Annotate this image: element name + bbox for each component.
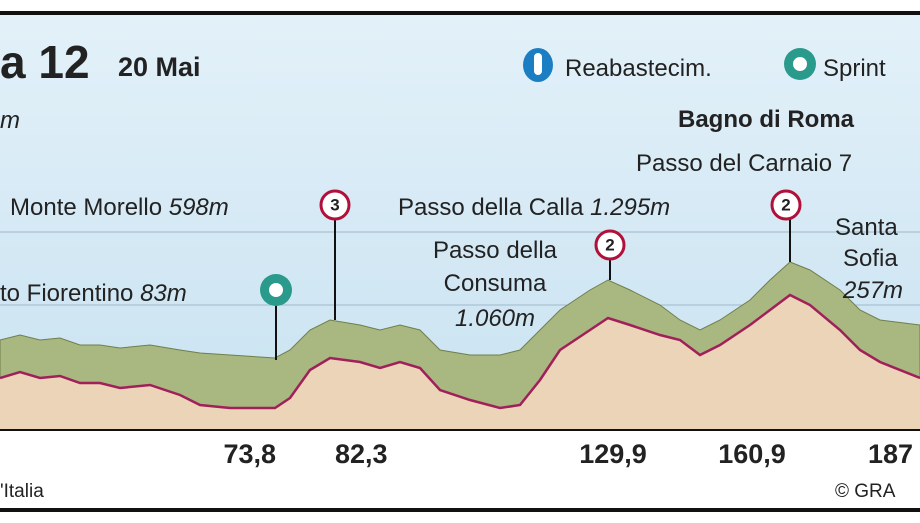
km-label: 82,3 [335, 439, 388, 469]
place-name: to Fiorentino [0, 280, 133, 307]
place-name: Sofia [843, 245, 898, 272]
legend-water-icon [523, 48, 553, 82]
place-name: Passo della [433, 237, 558, 264]
place-label: Passo della Calla 1.295m [398, 194, 670, 221]
marker-poles [275, 218, 791, 360]
climb-badge: 2 [770, 189, 802, 221]
km-label: 187 [868, 439, 913, 469]
place-elevation: 1.295m [590, 194, 670, 221]
place-elevation: 257m [842, 277, 903, 304]
km-label: 73,8 [223, 439, 276, 469]
place-name: Monte Morello [10, 194, 162, 221]
legend-sprint-icon [784, 48, 816, 80]
climb-badge: 3 [319, 189, 351, 221]
stage-date: 20 Mai [118, 52, 201, 82]
stage-title: a 12 [0, 36, 90, 88]
place-elevation: 83m [140, 280, 187, 307]
footer-credit: © GRA [835, 481, 896, 502]
sprint-icon [260, 274, 292, 306]
place-name: Santa [835, 214, 898, 241]
road-line [0, 293, 920, 410]
climb-badge: 2 [594, 229, 626, 261]
left-note: m [0, 107, 20, 134]
badge-label: 2 [605, 235, 614, 254]
footer-source: 'Italia [0, 481, 44, 502]
badge-label: 2 [781, 195, 790, 214]
legend-label: Sprint [823, 55, 886, 82]
place-label: to Fiorentino 83m [0, 280, 187, 307]
km-label: 160,9 [718, 439, 786, 469]
terrain-base [0, 295, 920, 430]
km-label: 129,9 [579, 439, 647, 469]
legend-label: Reabastecim. [565, 55, 712, 82]
place-name: Consuma [444, 270, 547, 297]
place-label: Monte Morello 598m [10, 194, 229, 221]
place-elevation: 598m [169, 194, 229, 221]
badge-label: 3 [330, 195, 339, 214]
place-name: Bagno di Roma [678, 106, 855, 133]
place-elevation: 1.060m [455, 305, 535, 332]
place-name: Passo della Calla [398, 194, 584, 221]
place-name: Passo del Carnaio 7 [636, 150, 852, 177]
km-markers: 73,8 82,3 129,9 160,9 187 [223, 439, 913, 469]
